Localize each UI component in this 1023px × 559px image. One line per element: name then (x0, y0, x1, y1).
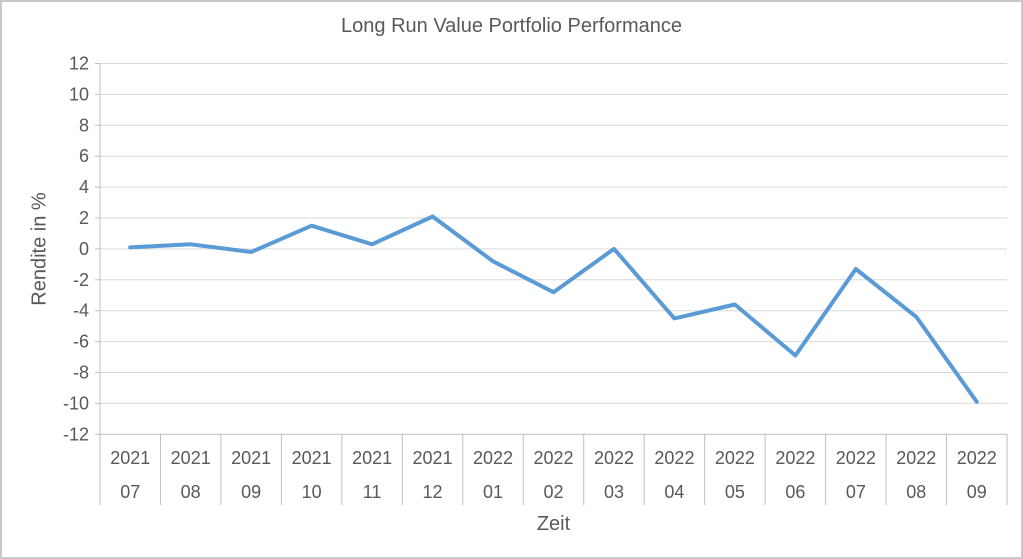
x-tick-year: 2022 (715, 448, 755, 468)
x-tick-year: 2022 (896, 448, 936, 468)
x-tick-year: 2021 (352, 448, 392, 468)
x-tick-year: 2022 (957, 448, 997, 468)
x-tick-month: 01 (483, 482, 503, 502)
y-tick-label: -6 (73, 332, 89, 352)
x-tick-year: 2021 (171, 448, 211, 468)
y-tick-label: 8 (79, 115, 89, 135)
y-tick-label: -10 (63, 393, 89, 413)
chart-title: Long Run Value Portfolio Performance (341, 15, 682, 37)
y-tick-label: 12 (69, 54, 89, 74)
y-tick-label: 2 (79, 208, 89, 228)
x-axis-title: Zeit (536, 513, 571, 535)
x-tick-month: 07 (846, 482, 866, 502)
x-tick-month: 09 (967, 482, 987, 502)
x-tick-year: 2021 (413, 448, 453, 468)
x-tick-month: 11 (363, 482, 382, 502)
y-tick-label: -8 (73, 363, 89, 383)
x-tick-month: 02 (543, 482, 563, 502)
x-tick-month: 08 (181, 482, 201, 502)
y-tick-label: -2 (73, 270, 89, 290)
x-tick-year: 2022 (836, 448, 876, 468)
x-tick-year: 2022 (533, 448, 573, 468)
x-tick-month: 05 (725, 482, 745, 502)
y-tick-label: 10 (69, 84, 89, 104)
y-tick-label: 6 (79, 146, 89, 166)
x-tick-month: 09 (241, 482, 261, 502)
x-tick-month: 12 (423, 482, 443, 502)
y-axis-title: Rendite in % (28, 192, 51, 306)
x-tick-month: 04 (664, 482, 684, 502)
x-tick-year: 2021 (110, 448, 150, 468)
x-tick-month: 08 (906, 482, 926, 502)
x-tick-year: 2021 (292, 448, 332, 468)
x-tick-month: 03 (604, 482, 624, 502)
x-tick-year: 2021 (231, 448, 271, 468)
y-tick-label: 4 (79, 177, 89, 197)
x-tick-year: 2022 (594, 448, 634, 468)
x-tick-month: 10 (302, 482, 322, 502)
x-tick-year: 2022 (473, 448, 513, 468)
y-tick-label: -4 (73, 301, 89, 321)
y-tick-label: -12 (63, 424, 89, 444)
x-tick-year: 2022 (775, 448, 815, 468)
y-tick-label: 0 (79, 239, 89, 259)
x-tick-month: 06 (785, 482, 805, 502)
performance-line (128, 214, 979, 404)
x-tick-year: 2022 (654, 448, 694, 468)
x-tick-month: 07 (120, 482, 140, 502)
